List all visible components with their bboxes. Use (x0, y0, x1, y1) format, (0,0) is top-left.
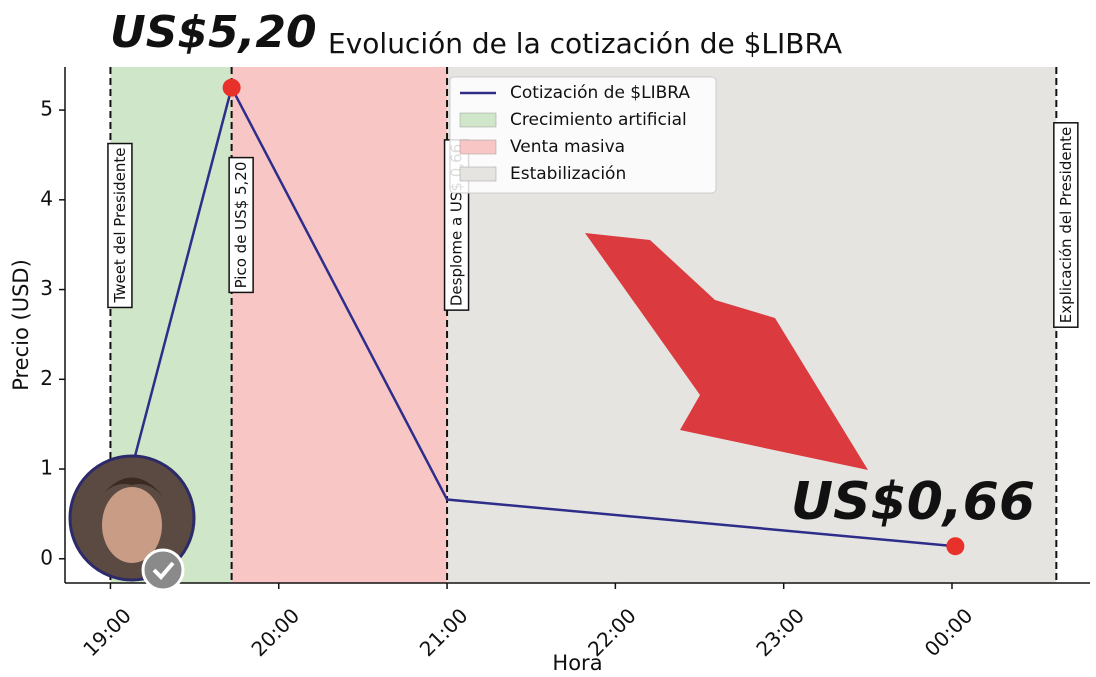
x-tick-label: 20:00 (246, 603, 304, 661)
avatar (70, 456, 194, 590)
legend-label: Estabilización (510, 164, 626, 184)
annotation: US$0,66 (791, 472, 1035, 532)
chart: 01234519:0020:0021:0022:0023:0000:00Hora… (0, 0, 1096, 677)
legend-swatch (460, 167, 496, 181)
chart-title: Evolución de la cotización de $LIBRA (328, 27, 842, 60)
x-tick-label: 19:00 (78, 603, 136, 661)
y-tick-label: 4 (40, 186, 53, 210)
annotation: US$5,20 (110, 7, 317, 58)
highlight-point (946, 537, 964, 555)
y-tick-label: 0 (40, 545, 53, 569)
x-tick-label: 21:00 (415, 603, 473, 661)
legend-swatch (460, 113, 496, 127)
event-label-text: Explicación del Presidente (1057, 127, 1075, 323)
event-label: Explicación del Presidente (1054, 123, 1078, 327)
legend-swatch (460, 140, 496, 154)
y-tick-label: 2 (40, 366, 53, 390)
x-tick-label: 23:00 (751, 603, 809, 661)
event-label: Tweet del Presidente (108, 144, 132, 308)
event-label-text: Tweet del Presidente (111, 148, 129, 304)
event-label: Pico de US$ 5,20 (229, 158, 253, 293)
highlight-point (223, 79, 241, 97)
y-axis-label: Precio (USD) (9, 259, 33, 391)
legend-label: Crecimiento artificial (510, 110, 687, 130)
event-label-text: Pico de US$ 5,20 (232, 162, 250, 289)
y-tick-label: 1 (40, 456, 53, 480)
x-axis-label: Hora (552, 651, 602, 675)
legend: Cotización de $LIBRA Crecimiento artifici… (450, 77, 716, 193)
x-tick-label: 00:00 (920, 603, 978, 661)
legend-label: Cotización de $LIBRA (510, 83, 690, 103)
y-tick-label: 3 (40, 276, 53, 300)
legend-label: Venta masiva (510, 137, 625, 157)
span (232, 67, 447, 583)
y-tick-label: 5 (40, 97, 53, 121)
